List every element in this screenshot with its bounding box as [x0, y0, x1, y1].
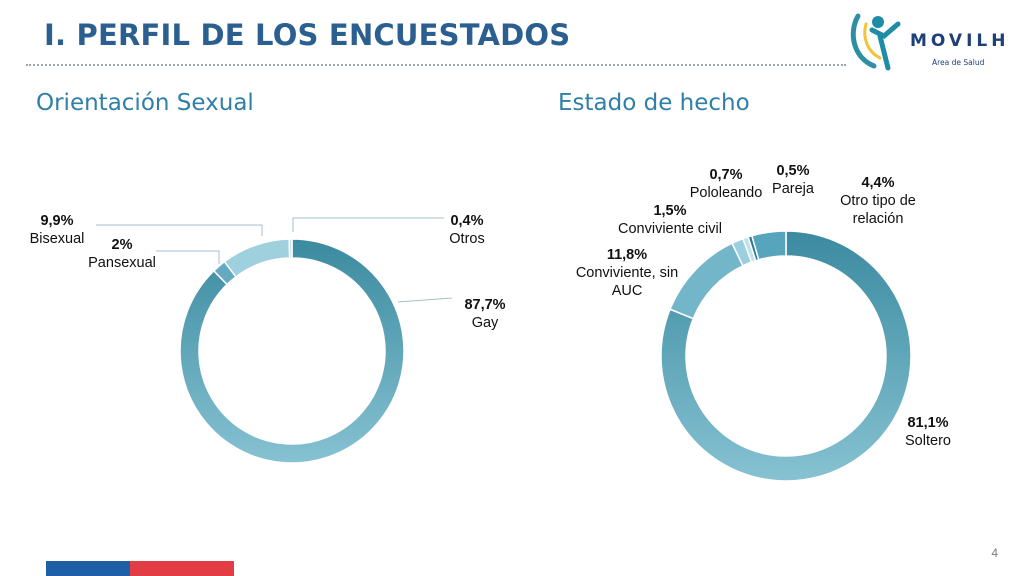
footer-bar-blue — [46, 561, 130, 576]
leader-bisexual — [96, 224, 263, 236]
estado-slice-otro-tipo-de-relación — [750, 230, 787, 261]
leader-otros — [292, 217, 444, 232]
label-bisexual: 9,9% Bisexual — [29, 213, 85, 247]
label-otro-tipo: 4,4% Otro tipo de relación — [840, 175, 916, 227]
leader-lines — [96, 217, 453, 303]
label-soltero: 81,1% Soltero — [905, 415, 951, 449]
movilh-logo: MOVILH Area de Salud — [850, 13, 1009, 71]
orientacion-slice-gay — [179, 238, 405, 464]
label-pansexual: 2% Pansexual — [88, 237, 156, 271]
label-conviviente-civil: 1,5% Conviviente civil — [618, 203, 722, 237]
label-gay: 87,7% Gay — [464, 297, 506, 331]
title-divider — [26, 64, 846, 66]
page-title: I. PERFIL DE LOS ENCUESTADOS — [44, 18, 571, 52]
logo-subtitle: Area de Salud — [932, 58, 985, 67]
orientacion-slice-otros — [288, 238, 293, 259]
leader-pansexual — [156, 250, 220, 264]
donut-estado — [660, 230, 912, 482]
logo-text: MOVILH — [910, 31, 1009, 51]
chart-title-orientacion: Orientación Sexual — [36, 90, 254, 116]
label-pololeando: 0,7% Pololeando — [689, 167, 763, 201]
leader-gay — [397, 297, 453, 303]
chart-title-estado: Estado de hecho — [558, 90, 750, 116]
footer-bar-red — [130, 561, 234, 576]
orientacion-slice-bisexual — [223, 238, 291, 278]
donut-orientacion — [179, 238, 405, 464]
label-conviviente-sin-auc: 11,8% Conviviente, sin AUC — [575, 247, 679, 299]
label-otros: 0,4% Otros — [449, 213, 485, 247]
page-number: 4 — [991, 546, 998, 560]
label-pareja: 0,5% Pareja — [772, 163, 814, 197]
logo-figure-icon — [850, 13, 901, 71]
estado-slice-soltero — [660, 230, 912, 482]
